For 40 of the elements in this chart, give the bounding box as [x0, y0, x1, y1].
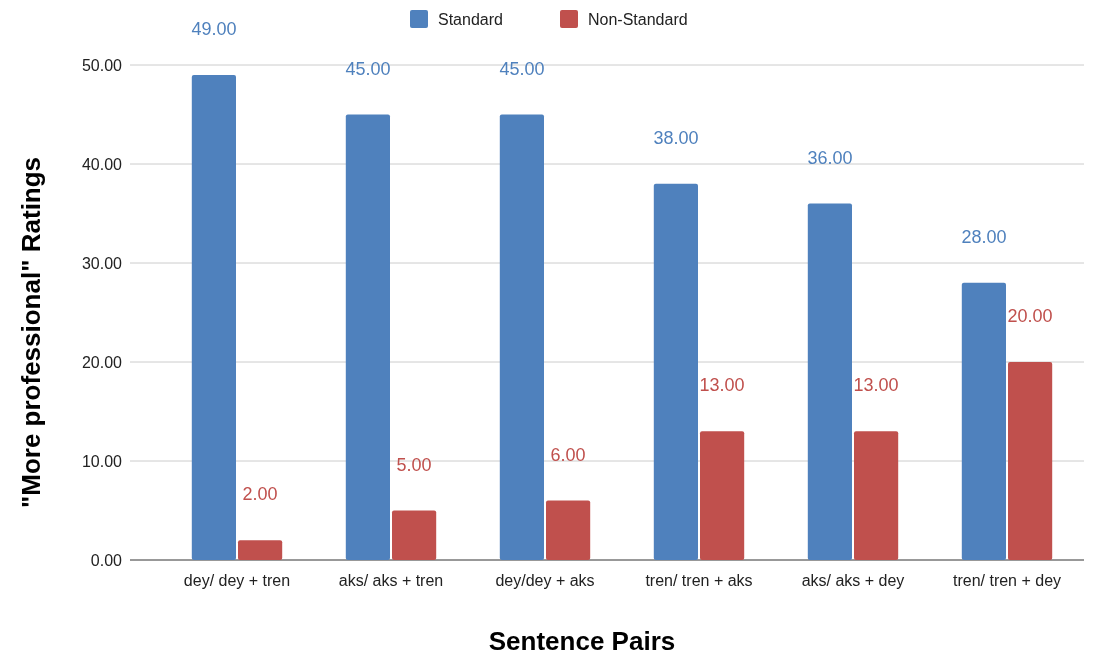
bar: [653, 183, 698, 560]
data-label: 28.00: [961, 226, 1007, 247]
data-label: 13.00: [853, 375, 899, 396]
bar: [345, 114, 390, 560]
x-axis-title: Sentence Pairs: [488, 626, 676, 656]
x-tick-label: aks/ aks + tren: [338, 572, 444, 589]
bar: [807, 203, 852, 560]
bar: [961, 282, 1006, 560]
bar: [191, 74, 236, 560]
x-tick-label: dey/dey + aks: [495, 572, 595, 589]
legend-label: Non-Standard: [588, 10, 688, 28]
data-label: 20.00: [1007, 306, 1053, 326]
bar: [392, 510, 437, 560]
y-tick-label: 30.00: [81, 254, 123, 272]
data-label: 45.00: [345, 58, 391, 79]
bar: [546, 500, 591, 560]
bar: [700, 431, 745, 560]
y-tick-label: 40.00: [81, 155, 123, 173]
data-label: 5.00: [396, 454, 432, 475]
x-tick-label: dey/ dey + tren: [183, 572, 291, 589]
data-label: 36.00: [807, 147, 853, 168]
x-tick-label: tren/ tren + aks: [645, 572, 753, 589]
data-label: 13.00: [699, 375, 745, 396]
x-tick-label: tren/ tren + dey: [952, 572, 1062, 589]
data-label: 2.00: [242, 484, 278, 505]
bar: [499, 114, 544, 560]
x-tick-label: aks/ aks + dey: [801, 572, 905, 589]
legend-label: Standard: [438, 10, 503, 28]
data-label: 38.00: [653, 127, 699, 148]
bar: [238, 540, 283, 560]
data-label: 6.00: [550, 444, 586, 465]
y-axis-title: "More professional" Ratings: [16, 156, 46, 509]
data-label: 45.00: [499, 58, 545, 79]
bar: [1008, 362, 1053, 560]
y-tick-label: 0.00: [90, 551, 123, 569]
y-tick-label: 20.00: [81, 353, 123, 371]
y-tick-label: 50.00: [81, 56, 123, 74]
y-tick-label: 10.00: [81, 452, 123, 470]
bar: [854, 431, 899, 560]
data-label: 49.00: [191, 18, 237, 39]
